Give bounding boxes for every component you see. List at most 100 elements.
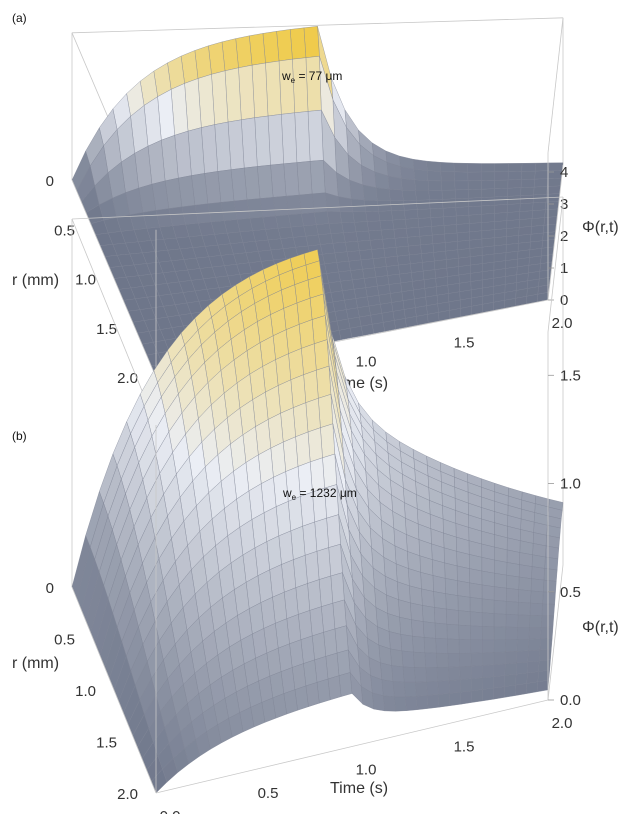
surface-patch: [417, 217, 432, 228]
surface-patch: [542, 591, 556, 605]
surface-patch: [456, 215, 470, 225]
surface-patch: [437, 680, 450, 695]
surface-patch: [320, 243, 336, 255]
surface-patch: [494, 572, 507, 589]
surface-patch: [515, 683, 527, 696]
surface-patch: [324, 262, 339, 274]
surface-patch: [341, 222, 357, 233]
time-axis-ticks: 0.0 0.5 1.0 1.5 2.0: [160, 715, 573, 814]
surface-patch: [334, 625, 349, 654]
surface-patch: [517, 602, 531, 616]
surface-patch: [343, 231, 358, 243]
surface-plot: [71, 26, 564, 378]
surface-patch: [469, 222, 482, 233]
surface-patch: [518, 234, 532, 244]
surface-patch: [407, 236, 421, 247]
surface-patch: [432, 242, 446, 253]
surface-patch: [457, 240, 471, 250]
surface-patch: [543, 216, 558, 226]
surface-patch: [402, 189, 417, 201]
surface-patch: [481, 557, 495, 574]
panel-a: (a) we = 77 μm 00.51.01.52.0 0.00.51.01.…: [12, 11, 619, 409]
surface-patch: [434, 607, 447, 625]
surface-patch: [425, 667, 438, 683]
surface-patch: [540, 626, 554, 639]
surface-patch: [409, 585, 423, 606]
surface-patch: [533, 186, 548, 196]
surface-patch: [328, 543, 343, 577]
surface-patch: [316, 547, 331, 580]
surface-patch: [419, 234, 434, 246]
surface-patch: [443, 224, 458, 235]
surface-patch: [494, 220, 508, 230]
surface-patch: [520, 186, 535, 196]
phi-tick-label: 0.5: [560, 584, 581, 601]
surface-patch: [394, 237, 409, 248]
surface-patch: [375, 275, 390, 287]
surface-patch: [393, 228, 408, 239]
surface-patch: [469, 255, 483, 266]
surface-patch: [422, 621, 436, 639]
surface-patch: [494, 188, 508, 198]
surface-plot: [71, 249, 564, 794]
box-edge: [71, 17, 564, 34]
time-tick-label: 1.0: [356, 762, 377, 779]
surface-patch: [363, 276, 378, 288]
surface-patch: [507, 195, 521, 205]
surface-patch: [447, 653, 460, 668]
surface-patch: [414, 179, 429, 191]
time-tick-label: 2.0: [552, 315, 573, 332]
surface-patch: [434, 622, 448, 640]
surface-patch: [336, 649, 351, 676]
surface-patch: [458, 256, 471, 267]
surface-patch: [481, 163, 495, 173]
surface-patch: [288, 348, 304, 381]
surface-patch: [442, 198, 456, 209]
surface-patch: [518, 589, 532, 604]
surface-patch: [481, 229, 495, 240]
surface-patch: [506, 211, 520, 221]
surface-patch: [431, 225, 445, 236]
surface-patch: [519, 210, 533, 220]
surface-patch: [470, 639, 483, 654]
surface-patch: [481, 213, 495, 223]
surface-patch: [519, 552, 533, 567]
box-edge: [547, 164, 564, 301]
r-tick-label: 1.5: [96, 321, 117, 338]
surface-patch: [467, 163, 482, 173]
surface-patch: [468, 197, 482, 207]
surface-patch: [506, 574, 520, 590]
surface-patch: [414, 667, 427, 683]
surface-patch: [481, 612, 495, 627]
surface-patch: [470, 625, 483, 640]
surface-patch: [406, 227, 420, 238]
annotation-width: we = 77 μm: [281, 69, 342, 85]
surface-patch: [386, 264, 400, 276]
surface-patch: [290, 27, 307, 60]
surface-patch: [482, 687, 494, 702]
r-axis-label: r (mm): [12, 655, 59, 672]
box-edge: [71, 586, 157, 794]
surface-patch: [350, 269, 365, 281]
surface-patch: [469, 230, 483, 241]
surface-patch: [420, 243, 434, 254]
surface-patch: [421, 588, 435, 608]
surface-patch: [482, 639, 495, 654]
surface-patch: [301, 343, 317, 375]
surface-patch: [409, 253, 423, 264]
surface-patch: [426, 160, 441, 172]
surface-patch: [428, 190, 443, 201]
surface-patch: [318, 233, 334, 245]
surface-patch: [400, 634, 414, 653]
surface-patch: [469, 582, 483, 599]
surface-patch: [405, 218, 420, 229]
surface-patch: [481, 245, 495, 256]
surface-patch: [530, 578, 545, 593]
surface-patch: [387, 273, 401, 285]
surface-patch: [350, 198, 366, 213]
surface-patch: [531, 217, 545, 227]
surface-patch: [460, 690, 472, 705]
surface-patch: [411, 270, 425, 282]
surface-patch: [371, 248, 386, 259]
surface-patch: [422, 260, 436, 272]
